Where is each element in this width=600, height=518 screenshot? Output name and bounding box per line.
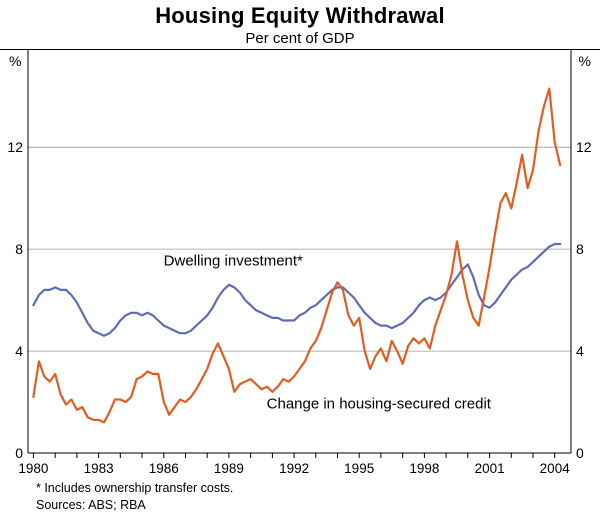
series-label-1: Change in housing-secured credit — [267, 395, 492, 412]
series-line-0 — [32, 242, 562, 337]
x-tick-label-1986: 1986 — [149, 461, 179, 476]
y-tick-left-0: 0 — [15, 445, 23, 461]
y-tick-left-4: 4 — [15, 343, 23, 359]
series-line-1 — [32, 87, 562, 424]
figure: Housing Equity Withdrawal Per cent of GD… — [0, 3, 600, 518]
series-label-0: Dwelling investment* — [164, 253, 303, 270]
y-tick-right-4: 4 — [576, 343, 584, 359]
y-tick-left-8: 8 — [15, 241, 23, 257]
y-tick-right-12: 12 — [576, 139, 592, 155]
y-tick-left-12: 12 — [7, 139, 23, 155]
x-tick-label-2001: 2001 — [475, 461, 505, 476]
x-tick-label-1980: 1980 — [18, 461, 48, 476]
y-unit-right: % — [579, 53, 591, 69]
y-tick-right-8: 8 — [576, 241, 584, 257]
y-tick-right-0: 0 — [576, 445, 584, 461]
x-tick-label-1992: 1992 — [279, 461, 309, 476]
x-tick-label-1989: 1989 — [214, 461, 244, 476]
y-unit-left: % — [9, 53, 21, 69]
x-tick-label-2004: 2004 — [540, 461, 571, 476]
sources-note: Sources: ABS; RBA — [36, 498, 146, 512]
x-tick-label-1983: 1983 — [84, 461, 114, 476]
chart-subtitle: Per cent of GDP — [245, 30, 355, 47]
line-chart-canvas: % % 0 0 4 4 8 8 12 12 1980 1983 1986 1989 1992 1995 1998… — [0, 49, 600, 476]
x-tick-label-1995: 1995 — [344, 461, 374, 476]
footnote: * Includes ownership transfer costs. — [36, 481, 234, 495]
chart-title: Housing Equity Withdrawal — [155, 3, 445, 28]
x-tick-label-1998: 1998 — [409, 461, 439, 476]
